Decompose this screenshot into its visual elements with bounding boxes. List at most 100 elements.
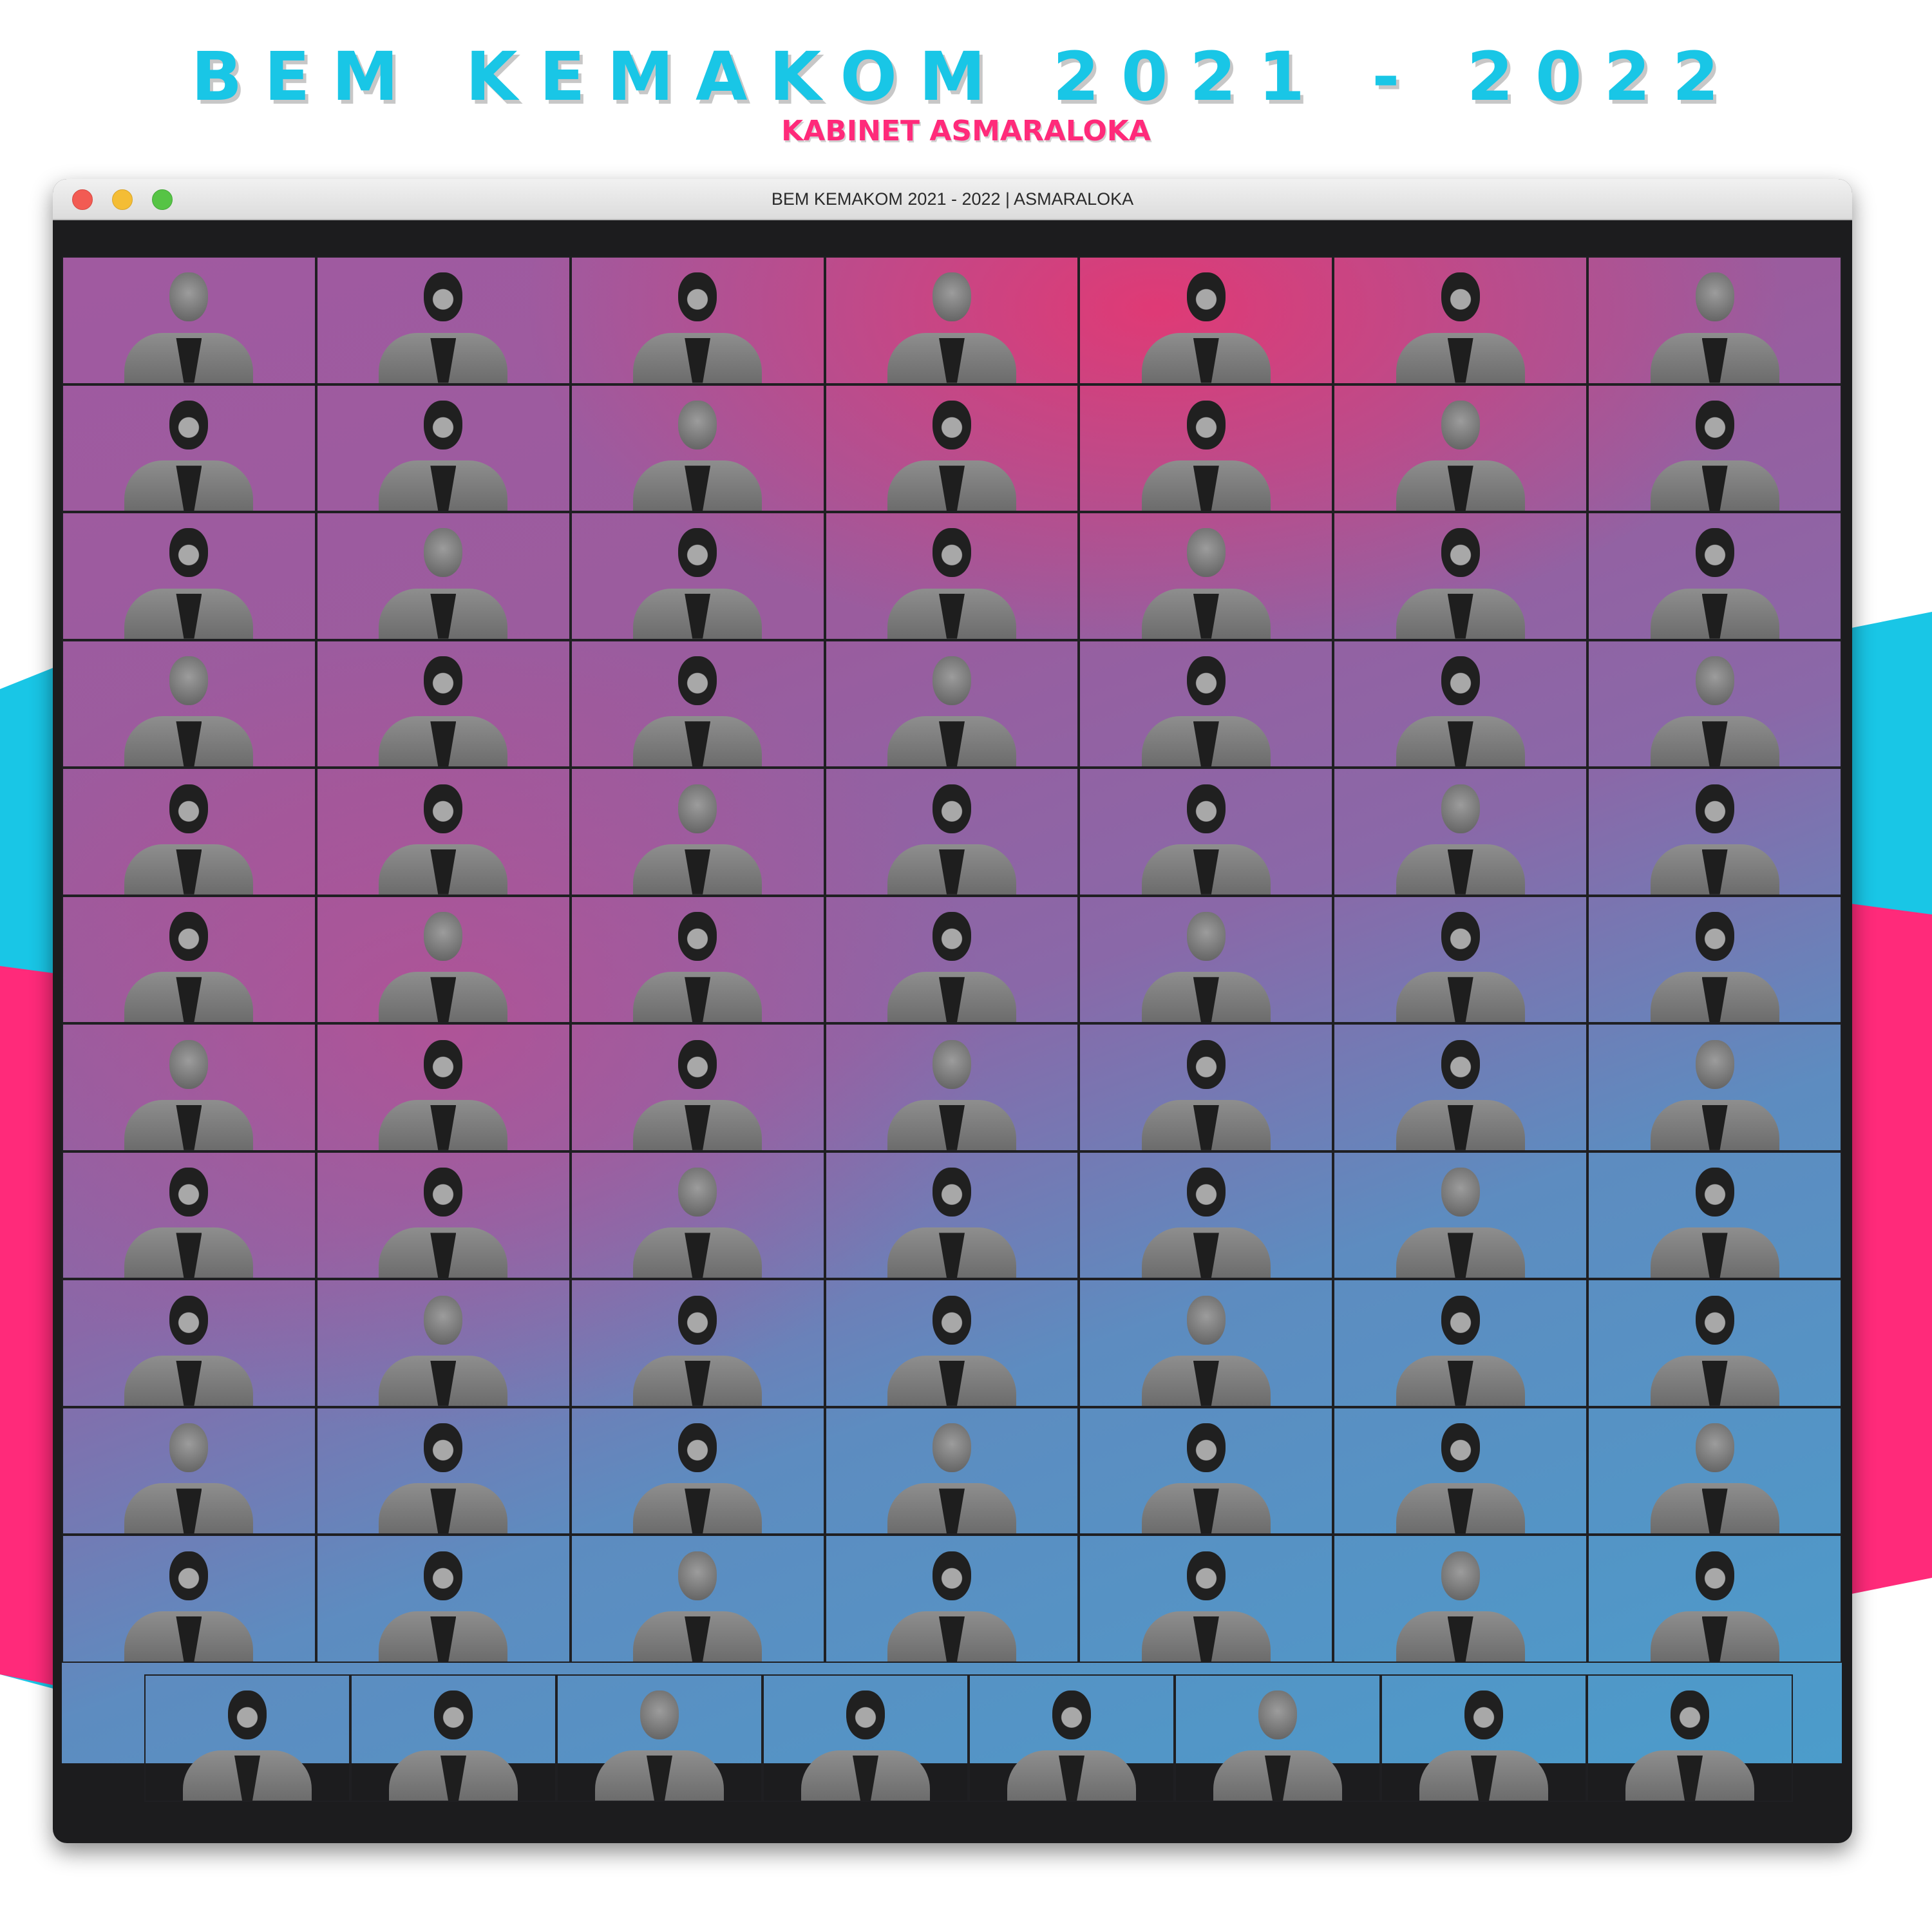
participant-photo [572,1280,824,1406]
participant-video-tile[interactable] [62,1535,316,1663]
participant-video-tile[interactable] [62,1279,316,1407]
participant-photo [317,641,569,767]
participant-video-tile[interactable] [1333,639,1588,768]
minimize-icon[interactable] [112,189,133,210]
participant-video-tile[interactable] [1587,1406,1842,1535]
participant-photo [1589,1536,1841,1662]
participant-video-tile[interactable] [1587,1023,1842,1151]
participant-video-tile[interactable] [316,895,571,1024]
participant-video-tile[interactable] [1079,895,1334,1024]
participant-video-tile[interactable] [824,1151,1079,1280]
participant-video-tile[interactable] [556,1674,762,1802]
participant-video-tile[interactable] [350,1674,556,1802]
participant-video-tile[interactable] [1079,1151,1334,1280]
participant-video-tile[interactable] [62,639,316,768]
participant-video-tile[interactable] [62,1023,316,1151]
participant-video-tile[interactable] [1333,895,1588,1024]
participant-video-tile[interactable] [570,1535,825,1663]
participant-video-tile[interactable] [62,256,316,384]
participant-video-tile[interactable] [316,1151,571,1280]
participant-video-tile[interactable] [570,384,825,513]
participant-video-tile[interactable] [570,1023,825,1151]
participant-video-tile[interactable] [316,384,571,513]
participant-video-tile[interactable] [824,768,1079,896]
window-titlebar[interactable]: BEM KEMAKOM 2021 - 2022 | ASMARALOKA [53,179,1852,220]
participant-video-tile[interactable] [570,1151,825,1280]
participant-video-tile[interactable] [1079,768,1334,896]
participant-video-tile[interactable] [570,1406,825,1535]
participant-video-tile[interactable] [1333,256,1588,384]
participant-video-tile[interactable] [1587,512,1842,640]
participant-video-tile[interactable] [62,895,316,1024]
participant-video-tile[interactable] [1079,512,1334,640]
participant-video-tile[interactable] [1587,768,1842,896]
participant-photo [572,769,824,895]
participant-video-tile[interactable] [1175,1674,1381,1802]
participant-video-tile[interactable] [1587,1674,1793,1802]
participant-video-tile[interactable] [316,1023,571,1151]
participant-video-tile[interactable] [316,256,571,384]
participant-video-tile[interactable] [570,1279,825,1407]
maximize-icon[interactable] [152,189,173,210]
participant-video-tile[interactable] [62,384,316,513]
participant-video-tile[interactable] [570,256,825,384]
participant-photo [1589,897,1841,1023]
participant-video-tile[interactable] [824,512,1079,640]
participant-video-tile[interactable] [824,895,1079,1024]
participant-video-tile[interactable] [1333,384,1588,513]
participant-video-tile[interactable] [1079,1279,1334,1407]
participant-video-tile[interactable] [1381,1674,1587,1802]
participant-video-tile[interactable] [1587,256,1842,384]
participant-video-tile[interactable] [1333,1279,1588,1407]
participant-photo [1334,897,1586,1023]
participant-photo [146,1676,349,1801]
participant-video-tile[interactable] [62,512,316,640]
participant-video-tile[interactable] [824,639,1079,768]
participant-video-tile[interactable] [1333,1406,1588,1535]
participant-video-tile[interactable] [62,1151,316,1280]
participant-video-tile[interactable] [570,895,825,1024]
participant-video-tile[interactable] [824,384,1079,513]
participant-video-tile[interactable] [62,768,316,896]
participant-photo [826,513,1078,639]
participant-video-tile[interactable] [1079,1535,1334,1663]
participant-video-tile[interactable] [824,256,1079,384]
participant-photo [1334,1536,1586,1662]
participant-video-tile[interactable] [824,1023,1079,1151]
participant-video-tile[interactable] [316,1535,571,1663]
participant-photo [572,1153,824,1278]
participant-video-tile[interactable] [969,1674,1175,1802]
participant-video-tile[interactable] [1333,1535,1588,1663]
participant-video-tile[interactable] [1333,512,1588,640]
participant-video-tile[interactable] [316,512,571,640]
participant-video-tile[interactable] [1079,1406,1334,1535]
participant-video-tile[interactable] [1079,256,1334,384]
participant-video-tile[interactable] [1079,1023,1334,1151]
participant-video-tile[interactable] [1587,639,1842,768]
participant-video-tile[interactable] [316,1279,571,1407]
participant-video-tile[interactable] [1079,384,1334,513]
participant-video-tile[interactable] [316,768,571,896]
participant-video-tile[interactable] [570,768,825,896]
participant-video-tile[interactable] [62,1406,316,1535]
participant-video-tile[interactable] [824,1279,1079,1407]
participant-video-tile[interactable] [316,1406,571,1535]
participant-video-tile[interactable] [144,1674,350,1802]
participant-video-tile[interactable] [824,1406,1079,1535]
participant-video-tile[interactable] [824,1535,1079,1663]
participant-video-tile[interactable] [1587,1535,1842,1663]
participant-video-tile[interactable] [1333,1023,1588,1151]
participant-video-tile[interactable] [1079,639,1334,768]
participant-video-tile[interactable] [762,1674,969,1802]
participant-video-tile[interactable] [1587,1151,1842,1280]
participant-video-tile[interactable] [1587,895,1842,1024]
close-icon[interactable] [72,189,93,210]
participant-photo [1334,769,1586,895]
participant-video-tile[interactable] [1333,1151,1588,1280]
participant-video-tile[interactable] [1587,1279,1842,1407]
participant-video-tile[interactable] [1587,384,1842,513]
participant-video-tile[interactable] [316,639,571,768]
participant-video-tile[interactable] [570,512,825,640]
participant-video-tile[interactable] [1333,768,1588,896]
participant-video-tile[interactable] [570,639,825,768]
